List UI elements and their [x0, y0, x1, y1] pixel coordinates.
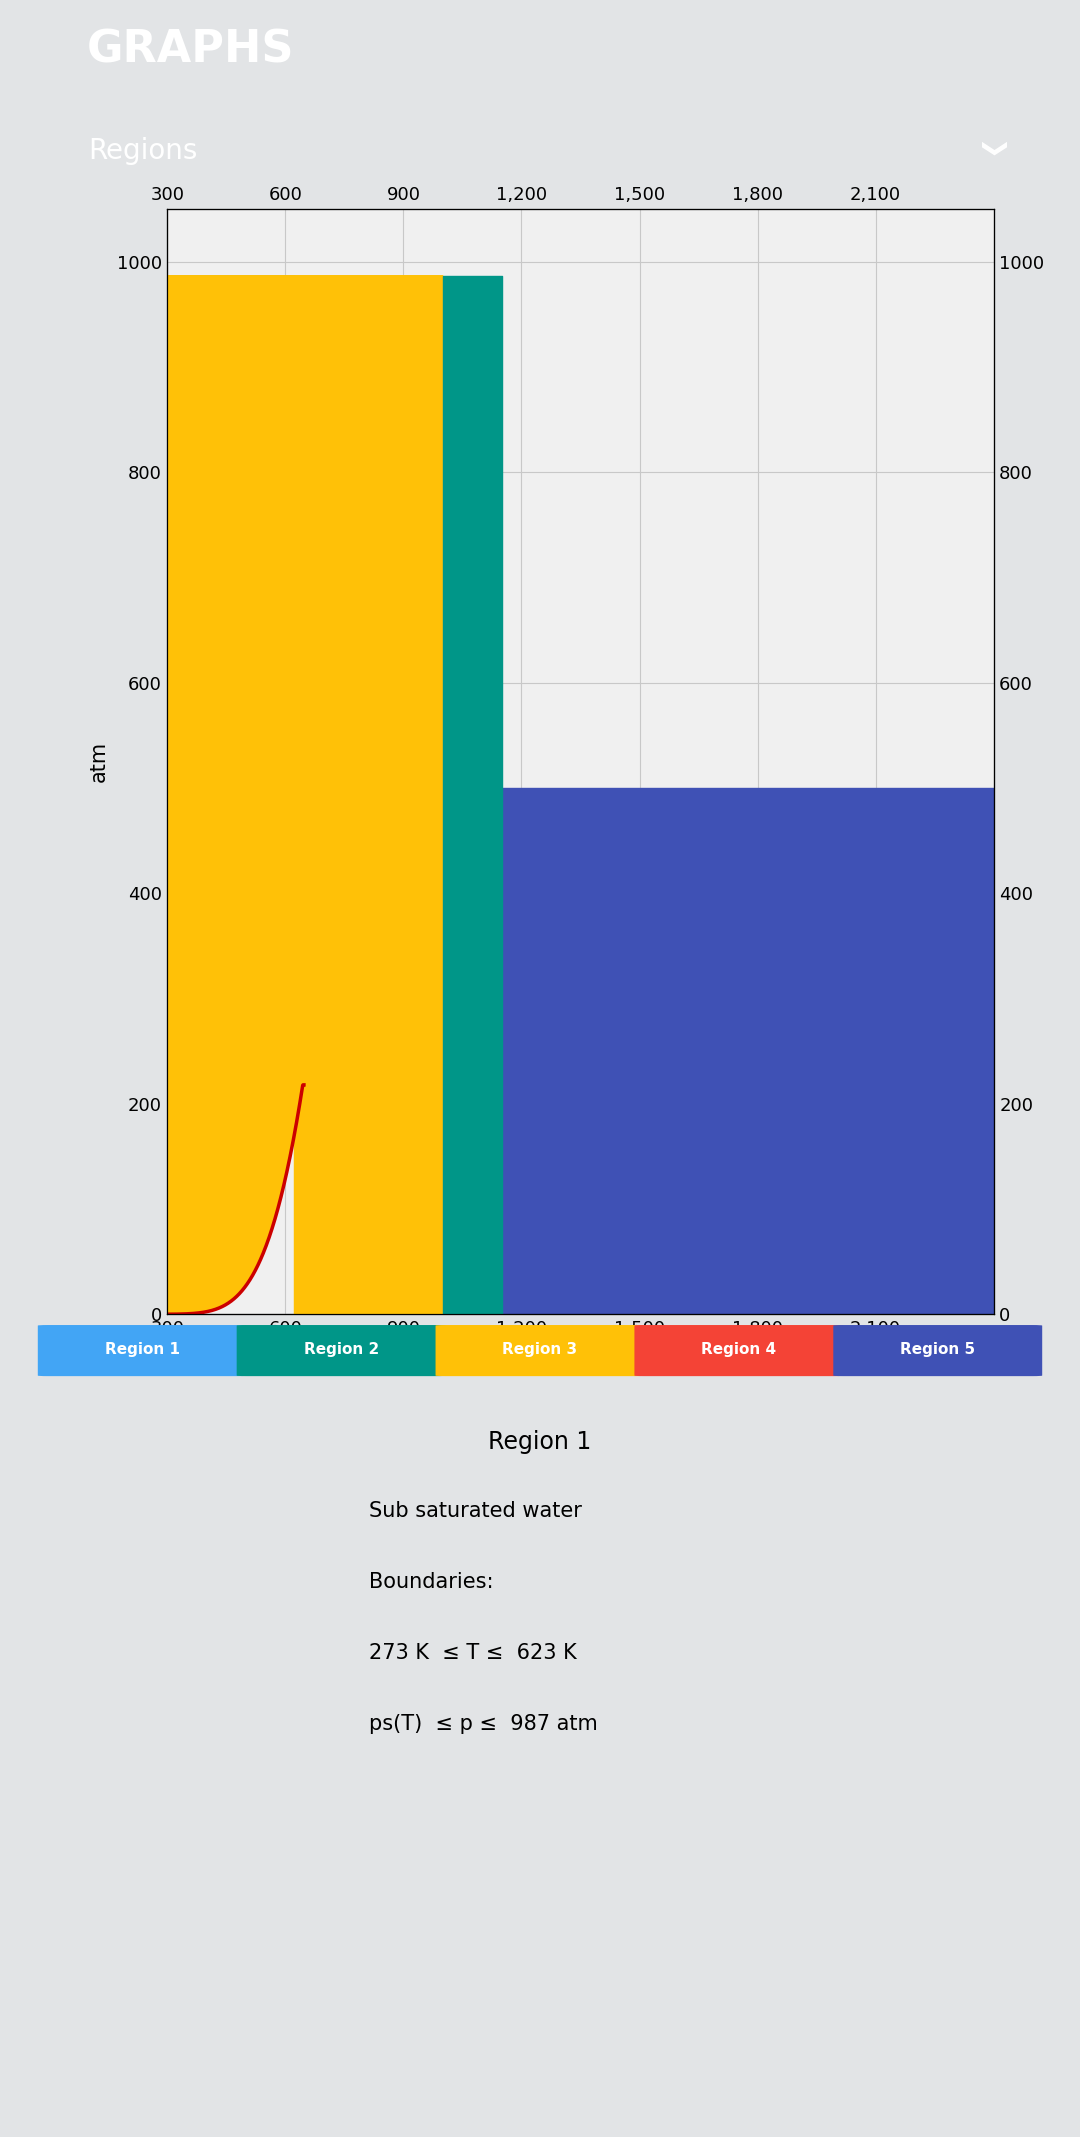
FancyBboxPatch shape	[634, 1325, 843, 1376]
X-axis label: K: K	[573, 1346, 588, 1366]
Text: Region 1: Region 1	[488, 1430, 592, 1453]
Y-axis label: atm: atm	[89, 742, 108, 782]
Text: Region 5: Region 5	[900, 1342, 975, 1357]
Text: ❯: ❯	[977, 141, 1002, 160]
FancyBboxPatch shape	[435, 1325, 645, 1376]
Polygon shape	[157, 276, 295, 1314]
FancyBboxPatch shape	[237, 1325, 446, 1376]
Text: Region 3: Region 3	[502, 1342, 578, 1357]
Text: GRAPHS: GRAPHS	[86, 28, 294, 73]
FancyBboxPatch shape	[834, 1325, 1042, 1376]
Polygon shape	[157, 276, 443, 1314]
Text: Sub saturated water: Sub saturated water	[369, 1500, 582, 1522]
Text: Boundaries:: Boundaries:	[369, 1573, 494, 1592]
FancyBboxPatch shape	[38, 1325, 246, 1376]
Text: Region 4: Region 4	[701, 1342, 777, 1357]
Text: Regions: Regions	[89, 137, 198, 165]
Text: 273 K  ≤ T ≤  623 K: 273 K ≤ T ≤ 623 K	[369, 1643, 577, 1663]
Text: Region 2: Region 2	[303, 1342, 379, 1357]
Text: Region 1: Region 1	[105, 1342, 179, 1357]
Text: ps(T)  ≤ p ≤  987 atm: ps(T) ≤ p ≤ 987 atm	[369, 1714, 598, 1733]
